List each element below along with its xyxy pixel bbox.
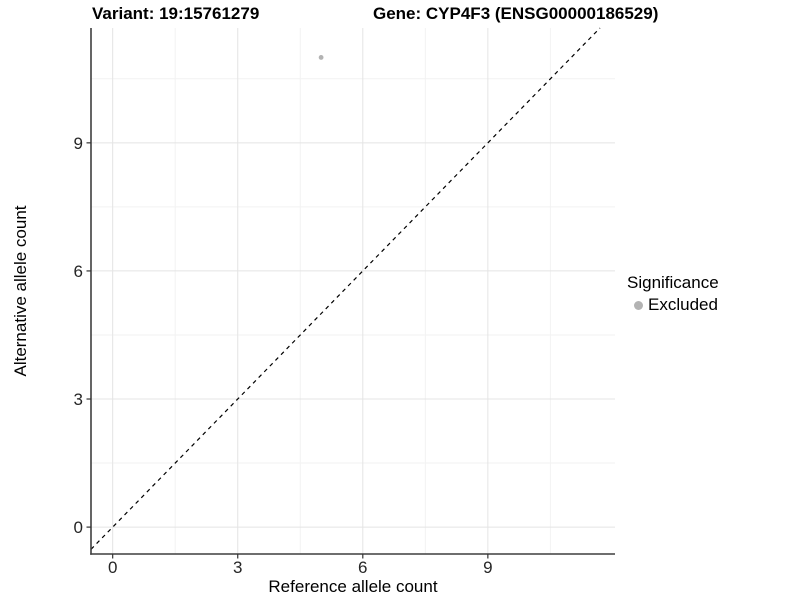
x-tick-label: 6 xyxy=(358,558,367,577)
legend-item-excluded: Excluded xyxy=(627,295,719,315)
excluded-point-swatch xyxy=(634,300,643,310)
y-axis-title: Alternative allele count xyxy=(11,205,30,377)
identity-reference-line xyxy=(90,27,601,550)
y-tick-label: 6 xyxy=(74,262,83,281)
gene-title: Gene: CYP4F3 (ENSG00000186529) xyxy=(373,4,659,23)
x-tick-label: 3 xyxy=(233,558,242,577)
x-tick-label: 0 xyxy=(108,558,117,577)
y-tick-label: 3 xyxy=(74,390,83,409)
legend: Significance Excluded xyxy=(627,273,719,315)
data-point xyxy=(318,55,324,60)
x-tick-label: 9 xyxy=(483,558,492,577)
variant-title: Variant: 19:15761279 xyxy=(92,4,260,23)
y-tick-label: 9 xyxy=(74,134,83,153)
legend-item-label: Excluded xyxy=(648,295,718,314)
legend-title: Significance xyxy=(627,273,719,292)
x-axis-title: Reference allele count xyxy=(268,577,438,596)
y-tick-label: 0 xyxy=(74,518,83,537)
